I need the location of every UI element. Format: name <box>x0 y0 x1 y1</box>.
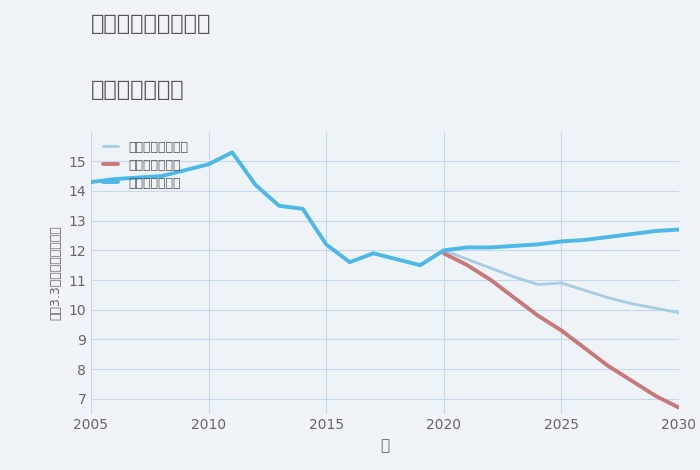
グッドシナリオ <box>581 237 589 243</box>
バッドシナリオ <box>581 345 589 351</box>
ノーマルシナリオ <box>440 248 448 253</box>
バッドシナリオ <box>510 295 519 301</box>
Text: 福岡県八女市豊福の: 福岡県八女市豊福の <box>91 14 211 34</box>
ノーマルシナリオ <box>581 288 589 293</box>
グッドシナリオ <box>416 262 424 268</box>
バッドシナリオ <box>651 393 659 399</box>
グッドシナリオ <box>298 206 307 212</box>
ノーマルシナリオ <box>604 295 612 301</box>
グッドシナリオ <box>322 242 330 247</box>
グッドシナリオ <box>251 182 260 188</box>
グッドシナリオ <box>440 248 448 253</box>
Line: バッドシナリオ: バッドシナリオ <box>444 253 679 407</box>
グッドシナリオ <box>369 251 377 256</box>
ノーマルシナリオ <box>228 149 237 155</box>
グッドシナリオ <box>486 244 495 250</box>
ノーマルシナリオ <box>369 251 377 256</box>
ノーマルシナリオ <box>486 266 495 271</box>
X-axis label: 年: 年 <box>380 438 390 453</box>
Y-axis label: 坪（3.3㎡）単価（万円）: 坪（3.3㎡）単価（万円） <box>50 225 63 320</box>
バッドシナリオ <box>440 251 448 256</box>
バッドシナリオ <box>463 262 472 268</box>
ノーマルシナリオ <box>87 179 95 185</box>
グッドシナリオ <box>204 161 213 167</box>
グッドシナリオ <box>651 228 659 234</box>
ノーマルシナリオ <box>158 173 166 179</box>
ノーマルシナリオ <box>675 310 683 315</box>
グッドシナリオ <box>87 179 95 185</box>
グッドシナリオ <box>675 227 683 232</box>
ノーマルシナリオ <box>322 242 330 247</box>
グッドシナリオ <box>510 243 519 249</box>
グッドシナリオ <box>604 234 612 240</box>
ノーマルシナリオ <box>275 203 284 209</box>
グッドシナリオ <box>228 149 237 155</box>
グッドシナリオ <box>181 167 189 173</box>
バッドシナリオ <box>533 313 542 319</box>
バッドシナリオ <box>486 277 495 283</box>
グッドシナリオ <box>346 259 354 265</box>
ノーマルシナリオ <box>111 176 119 182</box>
Text: 土地の価格推移: 土地の価格推移 <box>91 80 185 100</box>
グッドシナリオ <box>393 257 401 262</box>
グッドシナリオ <box>533 242 542 247</box>
ノーマルシナリオ <box>533 282 542 287</box>
ノーマルシナリオ <box>463 257 472 262</box>
Line: ノーマルシナリオ: ノーマルシナリオ <box>91 152 679 313</box>
Line: グッドシナリオ: グッドシナリオ <box>91 152 679 265</box>
グッドシナリオ <box>628 231 636 237</box>
バッドシナリオ <box>675 405 683 410</box>
ノーマルシナリオ <box>298 206 307 212</box>
バッドシナリオ <box>628 378 636 384</box>
グッドシナリオ <box>557 239 566 244</box>
ノーマルシナリオ <box>628 301 636 306</box>
グッドシナリオ <box>463 244 472 250</box>
バッドシナリオ <box>557 328 566 333</box>
ノーマルシナリオ <box>651 306 659 311</box>
ノーマルシナリオ <box>416 262 424 268</box>
ノーマルシナリオ <box>393 257 401 262</box>
バッドシナリオ <box>604 363 612 369</box>
ノーマルシナリオ <box>557 280 566 286</box>
ノーマルシナリオ <box>346 259 354 265</box>
Legend: ノーマルシナリオ, バッドシナリオ, グッドシナリオ: ノーマルシナリオ, バッドシナリオ, グッドシナリオ <box>103 141 188 190</box>
グッドシナリオ <box>158 173 166 179</box>
グッドシナリオ <box>111 176 119 182</box>
グッドシナリオ <box>275 203 284 209</box>
ノーマルシナリオ <box>510 274 519 280</box>
ノーマルシナリオ <box>181 167 189 173</box>
ノーマルシナリオ <box>251 182 260 188</box>
ノーマルシナリオ <box>204 161 213 167</box>
